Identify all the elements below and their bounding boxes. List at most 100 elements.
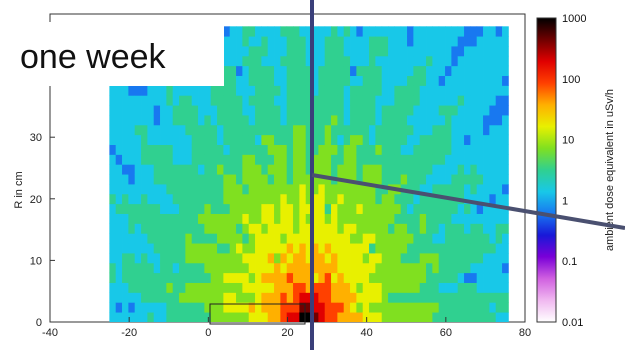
heatmap-cell — [413, 36, 421, 47]
heatmap-cell — [337, 36, 345, 47]
heatmap-cell — [223, 95, 231, 106]
heatmap-cell — [457, 115, 465, 126]
heatmap-cell — [210, 203, 218, 214]
heatmap-cell — [141, 105, 148, 116]
heatmap-cell — [128, 262, 136, 274]
heatmap-cell — [464, 124, 471, 136]
heatmap-cell — [204, 105, 212, 116]
heatmap-cell — [451, 223, 459, 234]
heatmap-cell — [343, 262, 351, 274]
heatmap-cell — [217, 164, 224, 175]
heatmap-cell — [457, 272, 465, 283]
heatmap-cell — [261, 302, 269, 313]
heatmap-cell — [160, 203, 167, 214]
heatmap-cell — [122, 144, 129, 155]
heatmap-cell — [343, 213, 351, 224]
heatmap-cell — [324, 85, 332, 96]
heatmap-cell — [153, 164, 161, 175]
heatmap-cell — [362, 272, 370, 283]
heatmap-cell — [331, 115, 338, 126]
heatmap-cell — [495, 312, 503, 322]
heatmap-cell — [381, 26, 389, 37]
heatmap-cell — [210, 184, 218, 195]
heatmap-cell — [229, 193, 237, 205]
heatmap-cell — [413, 65, 421, 76]
heatmap-cell — [267, 253, 275, 264]
heatmap-cell — [185, 85, 193, 96]
heatmap-cell — [223, 124, 231, 136]
heatmap-cell — [419, 233, 427, 244]
heatmap-cell — [191, 144, 199, 155]
heatmap-cell — [305, 105, 313, 116]
heatmap-cell — [236, 302, 243, 313]
heatmap-cell — [470, 223, 478, 234]
heatmap-cell — [388, 105, 395, 116]
heatmap-cell — [210, 174, 218, 185]
heatmap-cell — [483, 213, 490, 224]
heatmap-cell — [204, 292, 212, 303]
heatmap-cell — [210, 154, 218, 165]
heatmap-cell — [470, 134, 478, 145]
heatmap-cell — [489, 65, 497, 76]
heatmap-cell — [476, 223, 484, 234]
heatmap-cell — [324, 282, 332, 293]
heatmap-cell — [381, 85, 389, 96]
heatmap-cell — [179, 144, 186, 155]
heatmap-cell — [134, 312, 142, 322]
heatmap-cell — [438, 174, 446, 185]
heatmap-cell — [369, 46, 376, 57]
heatmap-cell — [451, 312, 459, 322]
heatmap-cell — [356, 272, 364, 283]
heatmap-cell — [242, 134, 250, 145]
heatmap-cell — [400, 26, 408, 37]
heatmap-cell — [223, 302, 231, 313]
heatmap-cell — [248, 174, 256, 185]
heatmap-cell — [483, 253, 490, 264]
heatmap-cell — [362, 65, 370, 76]
heatmap-cell — [223, 312, 231, 322]
heatmap-cell — [293, 184, 300, 195]
heatmap-cell — [236, 26, 243, 37]
heatmap-cell — [356, 312, 364, 322]
heatmap-cell — [375, 282, 383, 293]
heatmap-cell — [457, 292, 465, 303]
heatmap-cell — [388, 55, 395, 67]
heatmap-cell — [375, 184, 383, 195]
heatmap-cell — [381, 105, 389, 116]
heatmap-cell — [419, 174, 427, 185]
heatmap-cell — [350, 144, 357, 155]
heatmap-cell — [324, 302, 332, 313]
heatmap-cell — [457, 243, 465, 254]
heatmap-cell — [464, 174, 471, 185]
heatmap-cell — [248, 85, 256, 96]
heatmap-cell — [394, 124, 402, 136]
heatmap-cell — [204, 115, 212, 126]
x-tick-label: -40 — [42, 327, 58, 339]
heatmap-cell — [267, 134, 275, 145]
heatmap-cell — [369, 85, 376, 96]
heatmap-cell — [274, 55, 281, 67]
heatmap-cell — [134, 233, 142, 244]
heatmap-cell — [115, 164, 123, 175]
heatmap-cell — [312, 55, 319, 67]
heatmap-cell — [286, 65, 294, 76]
heatmap-cell — [293, 95, 300, 106]
heatmap-cell — [394, 95, 402, 106]
heatmap-cell — [109, 164, 117, 175]
heatmap-cell — [483, 262, 490, 274]
heatmap-cell — [160, 144, 167, 155]
heatmap-cell — [394, 174, 402, 185]
heatmap-cell — [299, 134, 307, 145]
heatmap-cell — [217, 233, 224, 244]
heatmap-cell — [166, 253, 174, 264]
heatmap-cell — [476, 243, 484, 254]
heatmap-cell — [255, 203, 262, 214]
heatmap-cell — [426, 223, 433, 234]
heatmap-cell — [185, 213, 193, 224]
heatmap-cell — [495, 272, 503, 283]
heatmap-cell — [198, 164, 205, 175]
heatmap-cell — [451, 164, 459, 175]
heatmap-cell — [274, 233, 281, 244]
heatmap-cell — [299, 312, 307, 322]
